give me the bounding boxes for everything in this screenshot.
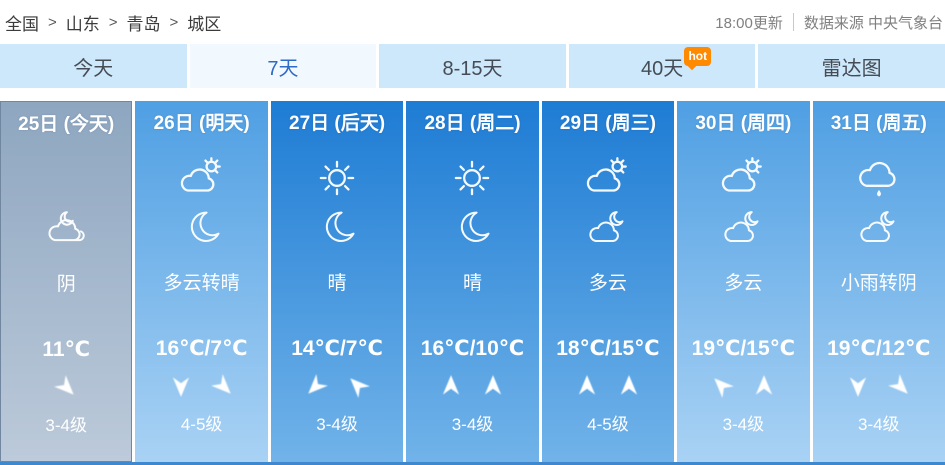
wind-level: 3-4级 — [722, 415, 765, 434]
rain-icon — [854, 153, 904, 203]
temperature: 19℃/15℃ — [691, 337, 796, 360]
wind-arrow-icon — [54, 375, 74, 395]
data-source: 数据来源 中央气象台 — [803, 14, 943, 32]
date-label: 30日 (周四) — [695, 113, 792, 134]
breadcrumb-item-2[interactable]: 青岛 — [126, 14, 161, 34]
wind-arrow-icon — [172, 377, 189, 397]
wind-arrow-icon — [308, 374, 328, 394]
wind-direction — [845, 371, 913, 401]
wind-arrow-icon — [578, 375, 596, 395]
hot-badge: hot — [684, 47, 712, 66]
breadcrumb-separator: > — [169, 13, 179, 31]
cloud-moon-icon — [586, 207, 630, 253]
date-label: 26日 (明天) — [153, 113, 250, 134]
breadcrumb-separator: > — [48, 13, 57, 31]
sun-cloud-icon — [583, 153, 633, 203]
weather-description: 多云 — [724, 273, 763, 294]
weather-description: 多云转晴 — [163, 273, 240, 294]
wind-arrow-icon — [849, 377, 866, 397]
bottom-strip — [0, 462, 945, 465]
sun-cloud-icon — [718, 153, 768, 203]
wind-arrow-icon — [485, 375, 502, 395]
tab-today[interactable]: 今天 — [0, 44, 187, 88]
wind-direction — [303, 371, 371, 401]
breadcrumb: 全国 > 山东 > 青岛 > 城区 — [5, 10, 221, 35]
forecast-day-column[interactable]: 26日 (明天) 多云转晴 16℃/7℃ 4-5级 — [135, 101, 268, 462]
wind-direction — [438, 371, 506, 401]
wind-level: 3-4级 — [857, 415, 900, 434]
wind-arrow-icon — [887, 374, 908, 394]
tab-label: 今天 — [73, 57, 114, 80]
weather-description: 小雨转阴 — [840, 273, 917, 294]
date-label: 29日 (周三) — [559, 113, 656, 134]
tab-40day[interactable]: 40天 hot — [568, 44, 756, 88]
wind-level: 3-4级 — [451, 415, 494, 434]
wind-arrow-icon — [350, 378, 370, 398]
wind-arrow-icon — [714, 378, 735, 398]
wind-direction — [53, 372, 79, 402]
wind-direction — [709, 371, 777, 401]
overcast-icon — [44, 208, 88, 254]
update-time: 18:00更新 — [715, 14, 783, 32]
meta-divider — [792, 13, 794, 31]
date-label: 27日 (后天) — [289, 113, 386, 134]
forecast-row: 25日 (今天) 阴 11℃ 3-4级 26日 (明天) 多云转晴 16℃/7℃… — [0, 101, 945, 462]
breadcrumb-item-1[interactable]: 山东 — [65, 14, 100, 34]
moon-icon — [180, 207, 224, 253]
wind-level: 3-4级 — [316, 415, 358, 434]
forecast-day-column[interactable]: 29日 (周三) 多云 18℃/15℃ 4-5级 — [541, 101, 675, 462]
temperature: 18℃/15℃ — [556, 337, 660, 360]
temperature: 19℃/12℃ — [827, 337, 931, 360]
forecast-day-column[interactable]: 28日 (周二) 晴 16℃/10℃ 3-4级 — [406, 101, 539, 462]
weather-description: 多云 — [588, 273, 627, 294]
header-meta: 18:00更新 数据来源 中央气象台 — [715, 12, 943, 33]
wind-level: 3-4级 — [45, 416, 87, 435]
header: 全国 > 山东 > 青岛 > 城区 18:00更新 数据来源 中央气象台 — [0, 0, 945, 44]
forecast-day-column[interactable]: 25日 (今天) 阴 11℃ 3-4级 — [0, 101, 133, 462]
wind-arrow-icon — [620, 375, 638, 395]
wind-arrow-icon — [210, 374, 231, 394]
temperature: 16℃/7℃ — [155, 337, 248, 360]
breadcrumb-item-3[interactable]: 城区 — [187, 14, 222, 34]
weather-description: 晴 — [327, 273, 347, 294]
weather-description: 阴 — [56, 274, 76, 295]
breadcrumb-separator: > — [108, 13, 118, 31]
tab-7day[interactable]: 7天 — [189, 44, 377, 88]
sun-icon — [312, 153, 362, 203]
cloud-moon-icon — [721, 207, 765, 253]
wind-arrow-icon — [756, 375, 773, 395]
sun-icon — [447, 153, 497, 203]
wind-direction — [168, 371, 236, 401]
date-label: 25日 (今天) — [18, 114, 115, 135]
moon-icon — [450, 207, 494, 253]
tab-label: 8-15天 — [442, 57, 503, 80]
moon-icon — [315, 207, 359, 253]
tab-content-gap — [0, 88, 945, 101]
forecast-day-column[interactable]: 31日 (周五) 小雨转阴 19℃/12℃ 3-4级 — [812, 101, 945, 462]
tab-label: 雷达图 — [821, 57, 882, 80]
weather-description: 晴 — [462, 273, 482, 294]
tab-bar: 今天 7天 8-15天 40天 hot 雷达图 — [0, 44, 945, 88]
forecast-day-column[interactable]: 27日 (后天) 晴 14℃/7℃ 3-4级 — [270, 101, 404, 462]
tab-radar[interactable]: 雷达图 — [758, 44, 945, 88]
temperature: 11℃ — [42, 338, 91, 361]
wind-direction — [574, 371, 642, 401]
breadcrumb-item-0[interactable]: 全国 — [5, 14, 39, 34]
temperature: 14℃/7℃ — [291, 337, 383, 360]
tab-8-15day[interactable]: 8-15天 — [379, 44, 566, 88]
forecast-day-column[interactable]: 30日 (周四) 多云 19℃/15℃ 3-4级 — [677, 101, 810, 462]
temperature: 16℃/10℃ — [420, 337, 525, 360]
sun-cloud-icon — [177, 153, 227, 203]
tab-label: 7天 — [267, 57, 299, 80]
wind-arrow-icon — [443, 375, 460, 395]
date-label: 31日 (周五) — [830, 113, 927, 134]
tab-label: 40天 — [640, 57, 684, 80]
wind-level: 4-5级 — [587, 415, 629, 434]
wind-level: 4-5级 — [180, 415, 223, 434]
date-label: 28日 (周二) — [424, 113, 521, 134]
cloud-moon-icon — [857, 207, 901, 253]
